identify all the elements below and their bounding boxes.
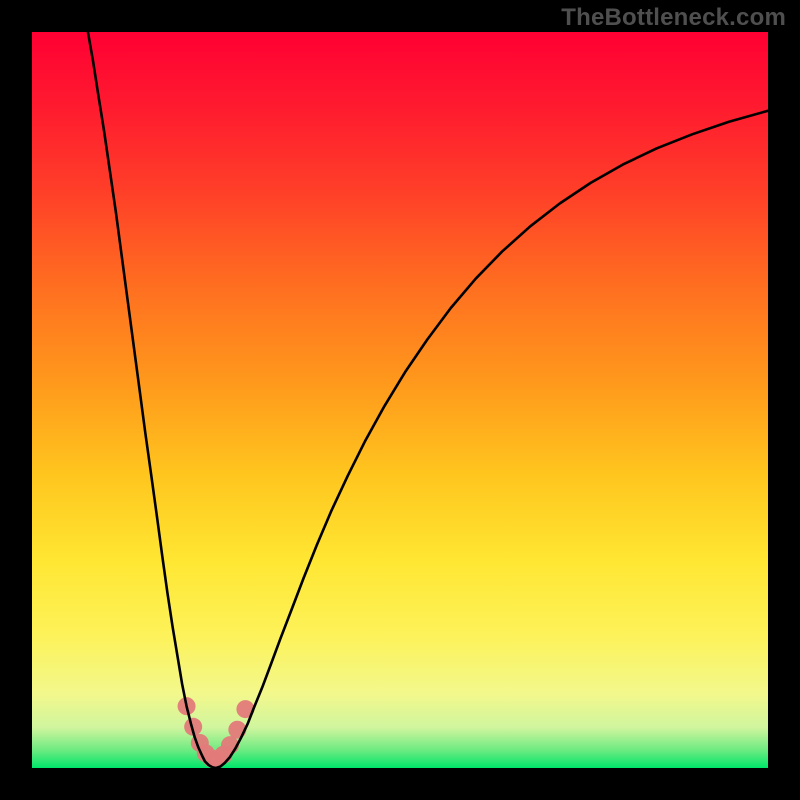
plot-area xyxy=(32,32,768,768)
curve-layer xyxy=(32,32,768,768)
watermark-text: TheBottleneck.com xyxy=(561,4,786,32)
bottleneck-curve xyxy=(88,32,768,768)
